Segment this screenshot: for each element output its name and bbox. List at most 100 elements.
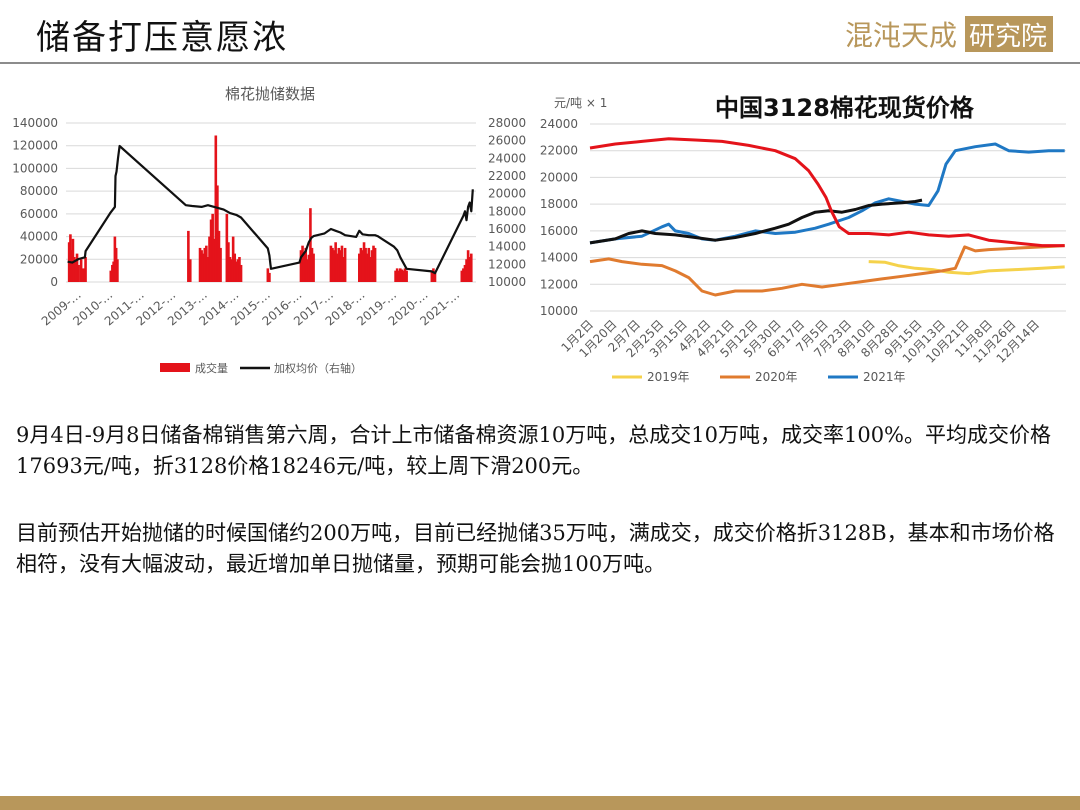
legend-swatch-volume bbox=[160, 363, 190, 372]
chart1-left-tick-label: 40000 bbox=[20, 230, 58, 244]
chart1-volume-bar bbox=[339, 250, 342, 282]
chart1-volume-bar bbox=[343, 247, 347, 282]
chart2-y-tick-label: 12000 bbox=[540, 277, 578, 291]
chart1-volume-bar bbox=[188, 259, 192, 282]
chart1-right-tick-label: 18000 bbox=[488, 204, 526, 218]
chart1-right-tick-label: 28000 bbox=[488, 116, 526, 130]
chart1-right-tick-label: 14000 bbox=[488, 240, 526, 254]
chart1-volume-bar bbox=[187, 230, 190, 282]
body-paragraph-1: 9月4日-9月8日储备棉销售第六周，合计上市储备棉资源10万吨，总成交10万吨，… bbox=[16, 423, 1052, 478]
chart1-volume-bar bbox=[433, 272, 437, 282]
chart1-volume-bar bbox=[469, 253, 473, 282]
chart1-right-axis: 10000 12000 14000 16000 18000 20000 22000 24000… bbox=[488, 116, 526, 289]
chart1-volume-bar bbox=[342, 257, 345, 282]
chart1-volume-bar bbox=[227, 242, 230, 282]
chart1-volume-bar bbox=[228, 257, 232, 282]
chart1-volume-bar bbox=[304, 247, 307, 282]
chart1-volume-bar bbox=[369, 257, 372, 282]
chart1-right-tick-label: 10000 bbox=[488, 275, 526, 289]
chart1-volume-bar bbox=[305, 259, 309, 282]
chart1-volume-bar bbox=[462, 268, 465, 282]
chart1-volume-bar bbox=[299, 250, 303, 282]
chart1-volume-bar bbox=[332, 250, 336, 282]
chart2-y-tick-label: 24000 bbox=[540, 117, 578, 131]
chart1-volume-bar bbox=[198, 247, 202, 282]
logo-box bbox=[965, 16, 1053, 52]
legend-label-2021: 2021年 bbox=[863, 370, 906, 384]
chart1-volume-bar bbox=[200, 250, 203, 282]
chart1-volume-bar bbox=[340, 245, 344, 282]
chart2-line-blue bbox=[589, 142, 1065, 245]
chart1-volume-bar bbox=[460, 270, 464, 282]
chart1-title: 棉花抛储数据 bbox=[225, 85, 315, 103]
body-paragraph-2: 目前预估开始抛储的时候国储约200万吨，目前已经抛储35万吨，满成交，成交价格折… bbox=[16, 521, 1055, 576]
chart1-right-tick-label: 26000 bbox=[488, 134, 526, 148]
chart1-volume-bar bbox=[358, 253, 361, 282]
cotton-3128-price-chart: 元/吨 × 1 中国3128棉花现货价格 10000 12000 14000 1600… bbox=[540, 94, 1066, 384]
chart2-title: 中国3128棉花现货价格 bbox=[715, 94, 975, 122]
company-logo: 混沌天成 研究院 bbox=[845, 16, 1053, 52]
chart1-volume-bar bbox=[219, 247, 222, 282]
chart1-volume-bar bbox=[307, 254, 311, 282]
chart1-volume-bar bbox=[268, 272, 271, 282]
chart1-volume-bar bbox=[361, 250, 364, 282]
chart1-volume-bar bbox=[466, 250, 470, 282]
chart1-volume-bar bbox=[212, 238, 216, 282]
chart1-volume-bar bbox=[405, 270, 408, 282]
chart1-volume-bar bbox=[309, 208, 312, 282]
chart1-right-tick-label: 20000 bbox=[488, 187, 526, 201]
legend-label-price: 加权均价（右轴） bbox=[274, 361, 362, 375]
chart1-volume-bar bbox=[372, 245, 375, 282]
chart1-volume-bar bbox=[337, 247, 341, 282]
chart1-volume-bar bbox=[203, 247, 207, 282]
chart1-volume-bar bbox=[77, 264, 80, 282]
chart1-volume-bar bbox=[230, 259, 233, 282]
chart1-volume-bar bbox=[217, 230, 221, 282]
chart1-volume-bar bbox=[364, 247, 367, 282]
chart2-y-tick-label: 10000 bbox=[540, 304, 578, 318]
chart1-volume-bar bbox=[201, 253, 205, 282]
chart1-price-line bbox=[67, 144, 474, 275]
chart1-volume-bar bbox=[235, 261, 238, 282]
header-divider bbox=[0, 62, 1080, 64]
chart1-volume-bar bbox=[206, 257, 210, 282]
chart1-volume-bar bbox=[373, 247, 377, 282]
chart1-legend: 成交量 加权均价（右轴） bbox=[160, 361, 362, 375]
chart1-volume-bar bbox=[302, 253, 306, 282]
chart1-volume-bar bbox=[367, 247, 371, 282]
legend-label-2020: 2020年 bbox=[755, 370, 798, 384]
chart1-volume-bar bbox=[335, 253, 339, 282]
chart1-volume-bar bbox=[334, 242, 337, 282]
chart1-volume-bar bbox=[370, 250, 374, 282]
chart2-line-orange bbox=[589, 244, 1065, 297]
chart1-volume-bar bbox=[75, 253, 79, 282]
chart1-volume-bar bbox=[216, 185, 219, 282]
chart1-volume-bar bbox=[312, 253, 315, 282]
chart1-volume-bar bbox=[395, 268, 399, 282]
chart1-volume-bar bbox=[463, 264, 467, 282]
chart1-volume-bar bbox=[239, 264, 243, 282]
chart1-volume-bar bbox=[84, 257, 87, 282]
page-title: 储备打压意愿浓 bbox=[36, 18, 288, 58]
chart1-left-axis: 0 20000 40000 60000 80000 100000 120000 140000 bbox=[12, 116, 58, 289]
chart2-line-yellow bbox=[868, 260, 1065, 276]
chart1-volume-bar bbox=[329, 245, 333, 282]
chart1-left-tick-label: 0 bbox=[50, 275, 58, 289]
chart1-volume-bar bbox=[430, 270, 434, 282]
chart1-volume-bar bbox=[400, 269, 404, 282]
chart1-volume-bar bbox=[225, 213, 229, 282]
chart1-volume-bar bbox=[432, 268, 435, 282]
chart1-right-tick-label: 16000 bbox=[488, 222, 526, 236]
chart1-right-tick-label: 24000 bbox=[488, 151, 526, 165]
chart2-y-tick-label: 20000 bbox=[540, 170, 578, 184]
chart1-x-axis: 2009-…2010-…2011-…2012-…2013-…2014-…2015… bbox=[39, 288, 462, 329]
chart1-volume-bar bbox=[208, 236, 211, 282]
chart2-y-tick-label: 22000 bbox=[540, 144, 578, 158]
chart1-left-tick-label: 120000 bbox=[12, 139, 58, 153]
chart1-volume-bar bbox=[211, 213, 214, 282]
chart2-ylabel: 元/吨 × 1 bbox=[554, 96, 607, 110]
chart2-line-black bbox=[589, 198, 923, 245]
legend-label-2019: 2019年 bbox=[647, 370, 690, 384]
chart1-volume-bar bbox=[231, 236, 235, 282]
stockpile-auction-chart: 棉花抛储数据 020000400006000080000100000120000… bbox=[12, 85, 526, 375]
